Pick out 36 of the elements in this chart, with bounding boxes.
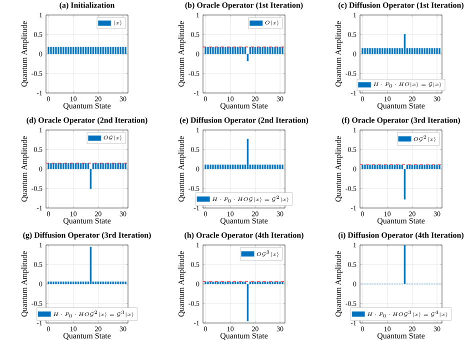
y-axis-title: Quantum Amplitude xyxy=(178,136,186,202)
legend-label: $O|x\rangle$ xyxy=(265,20,278,26)
chart-title: (d) Oracle Operator (2nd Iteration) xyxy=(26,117,148,124)
y-axis-title: Quantum Amplitude xyxy=(335,251,343,317)
chart-title: (c) Diffusion Operator (1st Iteration) xyxy=(338,2,464,10)
y-axis-title: Quantum Amplitude xyxy=(21,136,29,202)
y-axis-title: Quantum Amplitude xyxy=(21,21,29,87)
chart-title: (a) Initialization xyxy=(60,2,115,10)
legend-label: $O\mathcal{G}^2|x\rangle$ xyxy=(414,135,436,142)
y-axis-title: Quantum Amplitude xyxy=(178,21,186,87)
legend-label: $H\cdot P_0\cdot HO\mathcal{G}^3|x\rangle = \mathcal{G}^4|x\rangle$ xyxy=(368,310,448,318)
x-axis-title: Quantum State xyxy=(377,218,425,225)
x-axis-title: Quantum State xyxy=(63,218,111,225)
x-axis-title: Quantum State xyxy=(63,103,111,110)
chart-title: (f) Oracle Operator (3rd Iteration) xyxy=(342,117,460,124)
legend-label: $O\mathcal{G}^3|x\rangle$ xyxy=(256,250,278,258)
x-axis-title: Quantum State xyxy=(220,103,268,110)
y-axis-title: Quantum Amplitude xyxy=(335,21,343,87)
legend-label: $H\cdot P_0\cdot HO\mathcal{G}|x\rangle = \mathcal{G}^2|x\rangle$ xyxy=(212,196,288,203)
chart-title: (b) Oracle Operator (1st Iteration) xyxy=(185,2,303,10)
y-axis-title: Quantum Amplitude xyxy=(178,251,186,317)
x-axis-title: Quantum State xyxy=(377,333,425,340)
chart-title: (i) Diffusion Operator (4th Iteration) xyxy=(338,232,464,240)
legend-label: $H\cdot P_0\cdot HO\mathcal{G}^2|x\rangle = \mathcal{G}^3|x\rangle$ xyxy=(54,310,134,318)
x-axis-title: Quantum State xyxy=(377,103,425,110)
y-axis-title: Quantum Amplitude xyxy=(335,136,343,202)
x-axis-title: Quantum State xyxy=(220,333,268,340)
legend-label: $H\cdot P_0\cdot HO|x\rangle = \mathcal{G}|x\rangle$ xyxy=(374,82,442,88)
chart-title: (g) Diffusion Operator (3rd Iteration) xyxy=(23,232,151,240)
x-axis-title: Quantum State xyxy=(63,333,111,340)
x-axis-title: Quantum State xyxy=(220,218,268,225)
legend-label: $O\mathcal{G}|x\rangle$ xyxy=(104,136,122,141)
chart-title: (h) Oracle Operator (4th Iteration) xyxy=(184,232,304,240)
chart-title: (e) Diffusion Operator (2nd Iteration) xyxy=(180,117,308,124)
y-axis-title: Quantum Amplitude xyxy=(21,251,29,317)
legend-label: $|x\rangle$ xyxy=(114,20,122,26)
